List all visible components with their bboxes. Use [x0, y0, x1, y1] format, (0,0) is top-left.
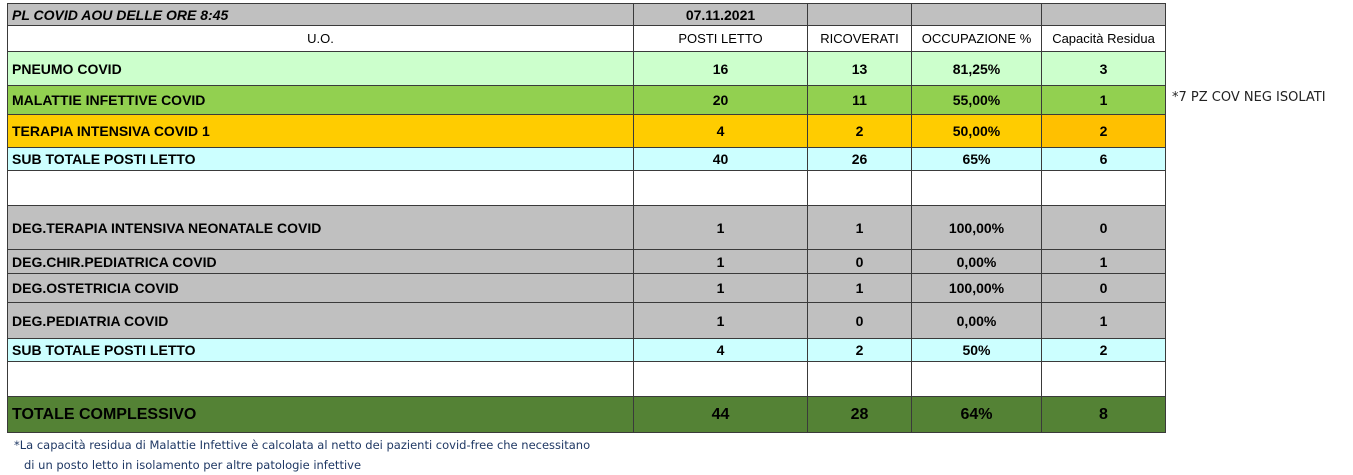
report-date: 07.11.2021 — [633, 3, 808, 26]
cell-capacita: 0 — [1041, 273, 1166, 303]
footnote-line-2: di un posto letto in isolamento per altr… — [24, 458, 362, 472]
cell-occupazione: 81,25% — [911, 51, 1042, 86]
empty-cell — [807, 170, 912, 206]
table-row: SUB TOTALE POSTI LETTO 4 2 50% 2 — [7, 338, 1166, 362]
cell-posti: 4 — [633, 114, 808, 148]
cell-ricoverati: 0 — [807, 249, 912, 274]
cell-name: DEG.TERAPIA INTENSIVA NEONATALE COVID — [7, 205, 634, 250]
cell-occupazione: 55,00% — [911, 85, 1042, 115]
blank-row — [7, 361, 1166, 397]
empty-cell — [633, 361, 808, 397]
empty-cell — [633, 170, 808, 206]
col-occupazione: OCCUPAZIONE % — [911, 25, 1042, 52]
cell-name: MALATTIE INFETTIVE COVID — [7, 85, 634, 115]
table-row: DEG.PEDIATRIA COVID 1 0 0,00% 1 — [7, 302, 1166, 339]
table-row: DEG.CHIR.PEDIATRICA COVID 1 0 0,00% 1 — [7, 249, 1166, 274]
cell-name: DEG.PEDIATRIA COVID — [7, 302, 634, 339]
cell-ricoverati: 11 — [807, 85, 912, 115]
cell-occupazione: 64% — [911, 396, 1042, 433]
table-title: PL COVID AOU DELLE ORE 8:45 — [7, 3, 634, 26]
col-posti: POSTI LETTO — [633, 25, 808, 52]
title-row: PL COVID AOU DELLE ORE 8:45 07.11.2021 — [7, 3, 1166, 26]
col-uo: U.O. — [7, 25, 634, 52]
cell-occupazione: 0,00% — [911, 249, 1042, 274]
cell-name: SUB TOTALE POSTI LETTO — [7, 338, 634, 362]
empty-cell — [911, 170, 1042, 206]
cell-posti: 40 — [633, 147, 808, 171]
cell-capacita: 2 — [1041, 114, 1166, 148]
table-row: TOTALE COMPLESSIVO 44 28 64% 8 — [7, 396, 1166, 433]
col-ricoverati: RICOVERATI — [807, 25, 912, 52]
cell-capacita: 1 — [1041, 302, 1166, 339]
cell-capacita: 0 — [1041, 205, 1166, 250]
cell-name: TOTALE COMPLESSIVO — [7, 396, 634, 433]
cell-capacita: 3 — [1041, 51, 1166, 86]
cell-posti: 20 — [633, 85, 808, 115]
cell-ricoverati: 2 — [807, 114, 912, 148]
table-row: DEG.TERAPIA INTENSIVA NEONATALE COVID 1 1 1… — [7, 205, 1166, 250]
empty-cell — [807, 361, 912, 397]
empty-cell — [1041, 170, 1166, 206]
cell-name: TERAPIA INTENSIVA COVID 1 — [7, 114, 634, 148]
cell-occupazione: 65% — [911, 147, 1042, 171]
cell-capacita: 2 — [1041, 338, 1166, 362]
cell-ricoverati: 1 — [807, 273, 912, 303]
cell-posti: 1 — [633, 205, 808, 250]
col-capacita: Capacità Residua — [1041, 25, 1166, 52]
cell-capacita: 1 — [1041, 85, 1166, 115]
cell-ricoverati: 28 — [807, 396, 912, 433]
table-row: DEG.OSTETRICIA COVID 1 1 100,00% 0 — [7, 273, 1166, 303]
cell-ricoverati: 1 — [807, 205, 912, 250]
cell-ricoverati: 13 — [807, 51, 912, 86]
column-header-row: U.O. POSTI LETTO RICOVERATI OCCUPAZIONE … — [7, 25, 1166, 52]
empty-cell — [911, 361, 1042, 397]
cell-occupazione: 0,00% — [911, 302, 1042, 339]
cell-posti: 1 — [633, 302, 808, 339]
cell-occupazione: 50,00% — [911, 114, 1042, 148]
footnote: *La capacità residua di Malattie Infetti… — [14, 435, 590, 475]
side-note: *7 PZ COV NEG ISOLATI — [1172, 90, 1326, 105]
cell-posti: 1 — [633, 273, 808, 303]
cell-name: SUB TOTALE POSTI LETTO — [7, 147, 634, 171]
table-row: PNEUMO COVID 16 13 81,25% 3 — [7, 51, 1166, 86]
cell-name: DEG.CHIR.PEDIATRICA COVID — [7, 249, 634, 274]
empty-cell — [807, 3, 912, 26]
cell-occupazione: 50% — [911, 338, 1042, 362]
cell-posti: 1 — [633, 249, 808, 274]
cell-capacita: 6 — [1041, 147, 1166, 171]
cell-occupazione: 100,00% — [911, 205, 1042, 250]
empty-cell — [7, 170, 634, 206]
empty-cell — [1041, 361, 1166, 397]
cell-ricoverati: 26 — [807, 147, 912, 171]
cell-ricoverati: 0 — [807, 302, 912, 339]
cell-capacita: 1 — [1041, 249, 1166, 274]
empty-cell — [911, 3, 1042, 26]
table-row: MALATTIE INFETTIVE COVID 20 11 55,00% 1 — [7, 85, 1166, 115]
cell-occupazione: 100,00% — [911, 273, 1042, 303]
empty-cell — [7, 361, 634, 397]
cell-posti: 44 — [633, 396, 808, 433]
cell-name: PNEUMO COVID — [7, 51, 634, 86]
cell-name: DEG.OSTETRICIA COVID — [7, 273, 634, 303]
cell-capacita: 8 — [1041, 396, 1166, 433]
cell-ricoverati: 2 — [807, 338, 912, 362]
blank-row — [7, 170, 1166, 206]
empty-cell — [1041, 3, 1166, 26]
covid-beds-table: PL COVID AOU DELLE ORE 8:45 07.11.2021 U… — [7, 3, 1166, 433]
table-row: SUB TOTALE POSTI LETTO 40 26 65% 6 — [7, 147, 1166, 171]
cell-posti: 4 — [633, 338, 808, 362]
footnote-line-1: *La capacità residua di Malattie Infetti… — [14, 438, 591, 452]
cell-posti: 16 — [633, 51, 808, 86]
table-row: TERAPIA INTENSIVA COVID 1 4 2 50,00% 2 — [7, 114, 1166, 148]
